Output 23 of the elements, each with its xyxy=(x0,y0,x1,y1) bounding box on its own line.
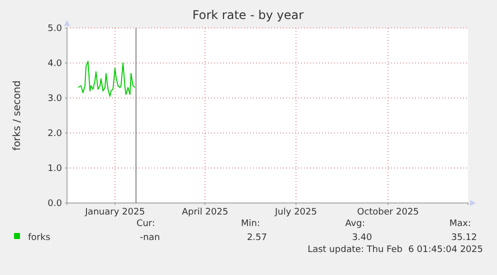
text: Avg: xyxy=(345,219,365,229)
y-tick-label: 5.0 xyxy=(48,24,62,34)
text: Min: xyxy=(240,219,260,229)
text: 3.40 xyxy=(352,233,372,243)
x-tick-label: April 2025 xyxy=(182,207,228,218)
y-tick-label: 4.0 xyxy=(48,58,62,69)
x-tick-label: January 2025 xyxy=(84,207,145,218)
text: Max: xyxy=(449,219,471,229)
y-tick-label: 2.0 xyxy=(48,128,62,139)
y-tick-label: 0.0 xyxy=(48,198,62,209)
text: Last update: Thu Feb 6 01:45:04 2025 xyxy=(308,245,483,255)
chart-title: Fork rate - by year xyxy=(192,8,304,22)
y-axis-title: forks / second xyxy=(12,80,23,151)
text: 2.57 xyxy=(246,233,267,243)
text: 35.12 xyxy=(451,233,477,243)
y-tick-label: 3.0 xyxy=(48,94,62,104)
line-series xyxy=(78,60,136,97)
legend-label: forks xyxy=(28,233,51,243)
x-tick-label: October 2025 xyxy=(357,207,419,218)
text: -nan xyxy=(140,233,160,243)
text: Cur: xyxy=(136,219,155,229)
y-tick-label: 1.0 xyxy=(48,164,62,174)
x-tick-label: July 2025 xyxy=(274,207,317,218)
